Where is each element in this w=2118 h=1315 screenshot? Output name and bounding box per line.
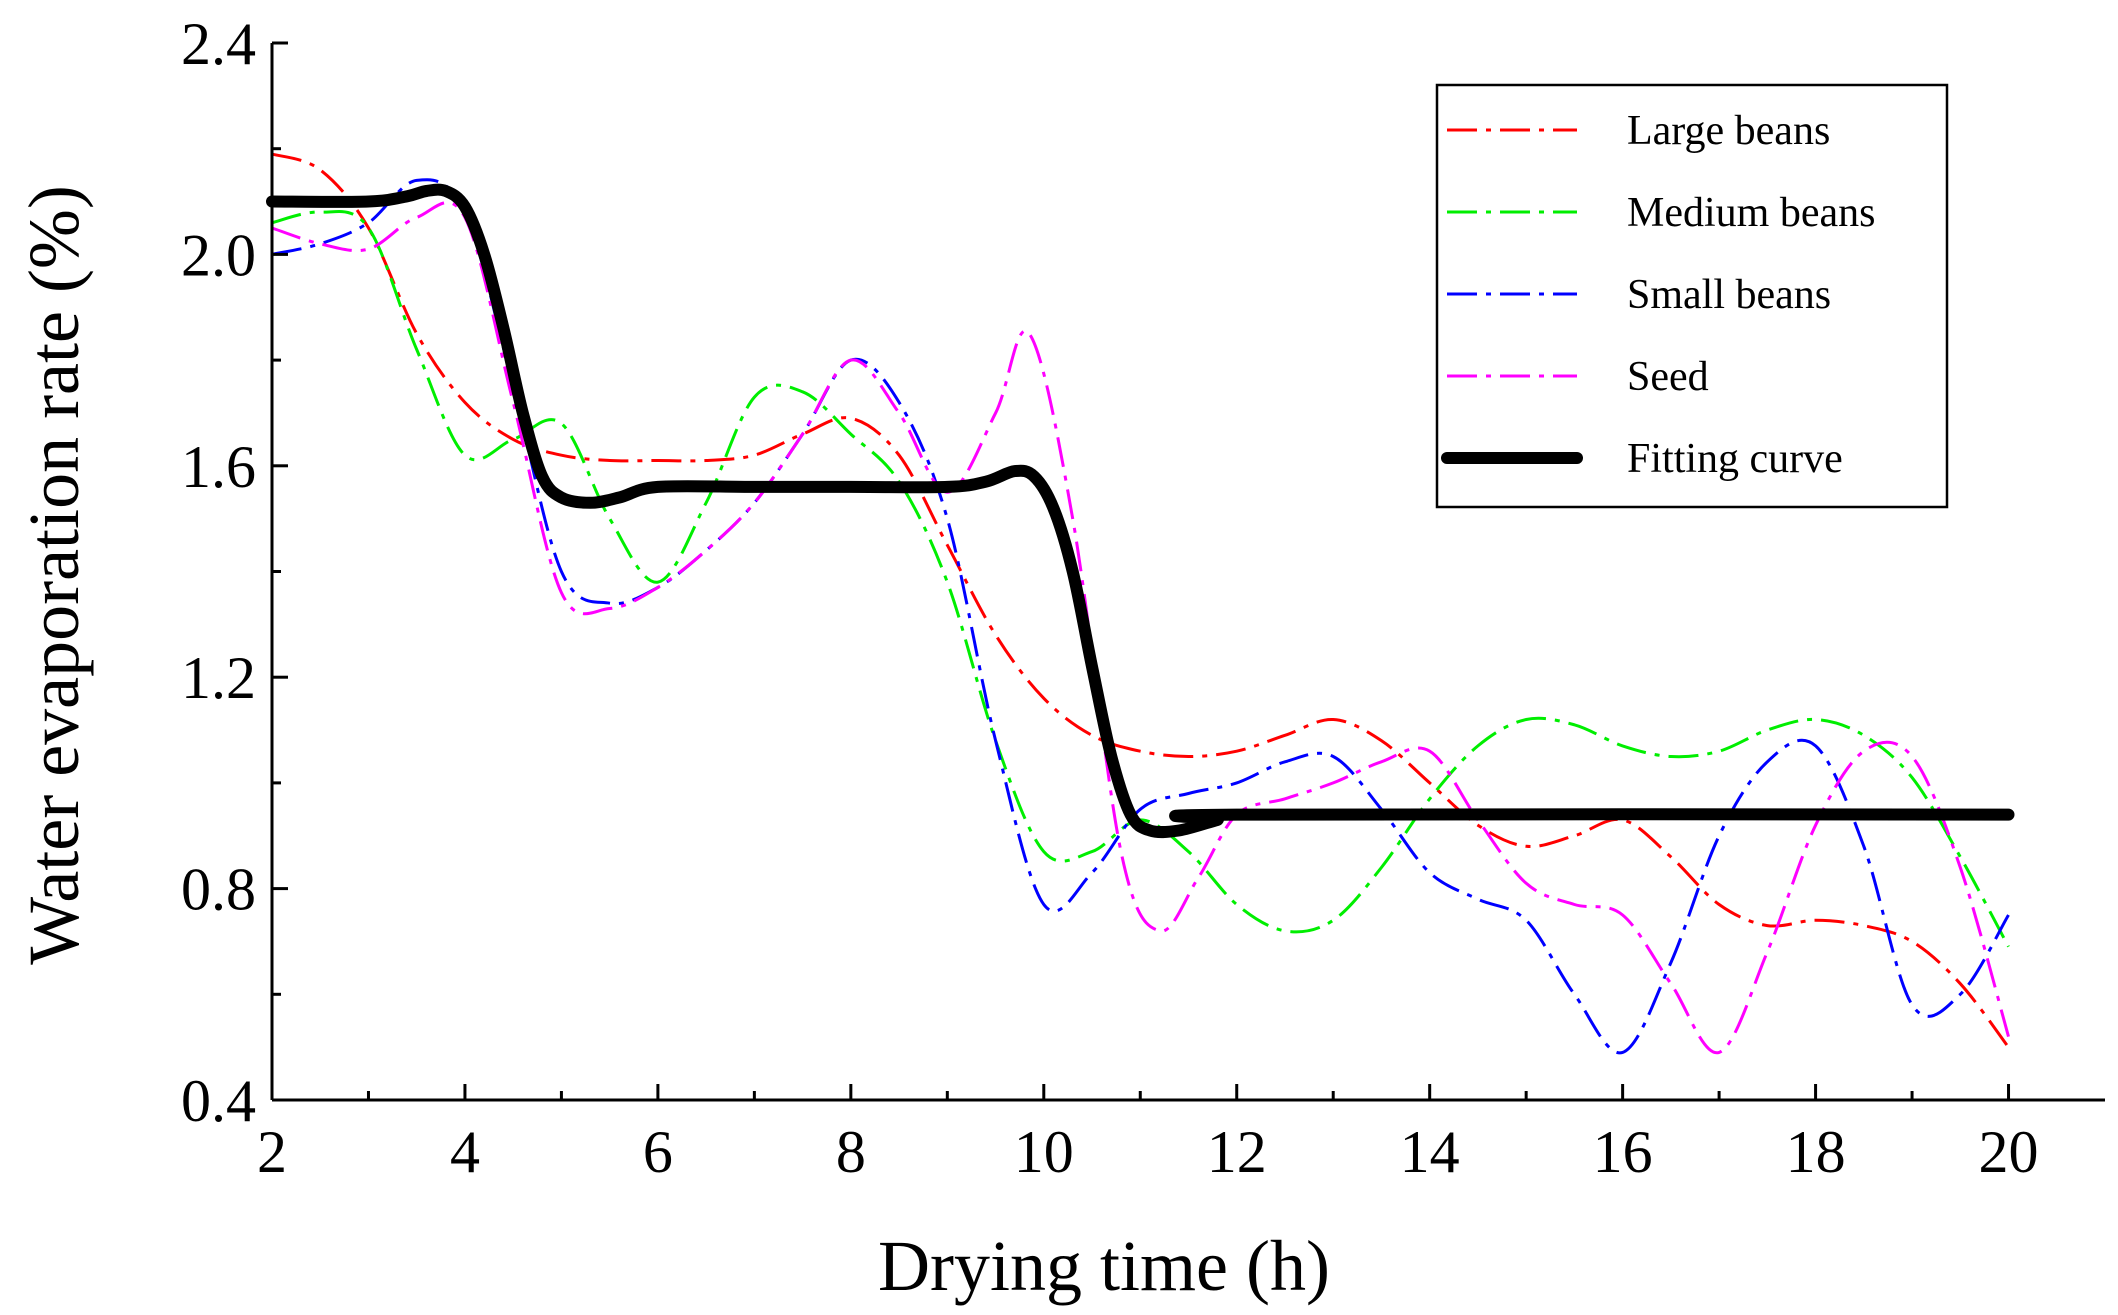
legend-items: Large beans Medium beans Small beans Seed Fi… xyxy=(1441,108,1875,482)
y-tick-label: 2.0 xyxy=(181,222,256,288)
legend-label-medium-beans: Medium beans xyxy=(1627,190,1875,236)
series-line-small-beans xyxy=(271,178,2010,1055)
plot-lines xyxy=(266,152,2015,1055)
legend-label-seed: Seed xyxy=(1627,354,1709,400)
series-line-seed xyxy=(271,201,2010,1054)
x-axis-label: Drying time (h) xyxy=(878,1226,1330,1306)
x-tick-label: 8 xyxy=(836,1119,866,1185)
series-line-large-beans xyxy=(271,152,2010,1049)
x-tick-label: 14 xyxy=(1400,1119,1460,1185)
legend-box xyxy=(1435,83,1949,509)
x-ticks: 2 4 6 8 10 12 14 16 18 20 xyxy=(257,1084,2039,1185)
y-ticks: 0.4 0.8 1.2 1.6 2.0 2.4 xyxy=(181,11,288,1134)
x-tick-label: 16 xyxy=(1593,1119,1653,1185)
legend-label-fitting-curve: Fitting curve xyxy=(1627,436,1843,482)
y-tick-label: 1.2 xyxy=(181,645,256,711)
series-line-fitting-curve xyxy=(266,183,2015,839)
x-tick-label: 20 xyxy=(1979,1119,2039,1185)
series-line-medium-beans xyxy=(271,209,2010,948)
legend-label-small-beans: Small beans xyxy=(1627,272,1831,318)
y-tick-label: 2.4 xyxy=(181,11,256,77)
x-tick-label: 2 xyxy=(257,1119,287,1185)
y-tick-label: 0.4 xyxy=(181,1068,256,1134)
y-axis-label: Water evaporation rate (%) xyxy=(14,185,94,965)
x-tick-label: 18 xyxy=(1786,1119,1846,1185)
x-tick-label: 12 xyxy=(1207,1119,1267,1185)
legend: Large beans Medium beans Small beans Seed Fi… xyxy=(1435,83,1949,509)
y-tick-label: 1.6 xyxy=(181,434,256,500)
x-tick-label: 4 xyxy=(450,1119,480,1185)
y-tick-label: 0.8 xyxy=(181,857,256,923)
legend-label-large-beans: Large beans xyxy=(1627,108,1830,154)
x-tick-label: 6 xyxy=(643,1119,673,1185)
x-tick-label: 10 xyxy=(1014,1119,1074,1185)
